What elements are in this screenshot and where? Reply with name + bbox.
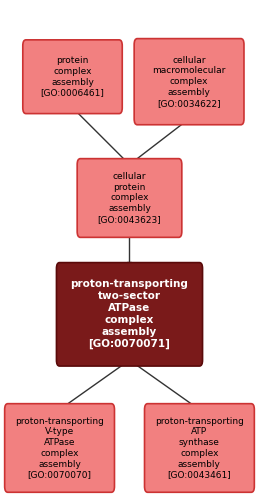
Text: proton-transporting
two-sector
ATPase
complex
assembly
[GO:0070071]: proton-transporting two-sector ATPase co…: [70, 279, 189, 349]
FancyBboxPatch shape: [145, 404, 254, 492]
Text: proton-transporting
ATP
synthase
complex
assembly
[GO:0043461]: proton-transporting ATP synthase complex…: [155, 417, 244, 479]
FancyBboxPatch shape: [134, 39, 244, 125]
FancyBboxPatch shape: [5, 404, 114, 492]
FancyBboxPatch shape: [56, 263, 203, 366]
Text: proton-transporting
V-type
ATPase
complex
assembly
[GO:0070070]: proton-transporting V-type ATPase comple…: [15, 417, 104, 479]
FancyBboxPatch shape: [77, 158, 182, 238]
Text: cellular
protein
complex
assembly
[GO:0043623]: cellular protein complex assembly [GO:00…: [98, 172, 161, 224]
Text: protein
complex
assembly
[GO:0006461]: protein complex assembly [GO:0006461]: [41, 56, 104, 98]
Text: cellular
macromolecular
complex
assembly
[GO:0034622]: cellular macromolecular complex assembly…: [152, 55, 226, 108]
FancyBboxPatch shape: [23, 40, 122, 114]
